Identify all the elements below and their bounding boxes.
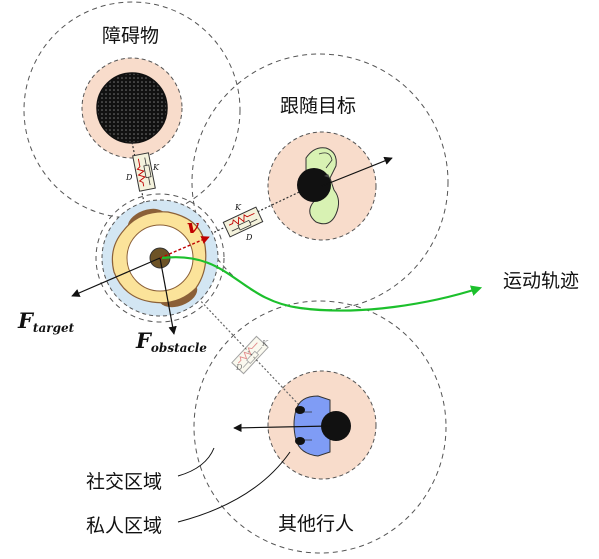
personal-zone-leader [177,451,291,523]
spring-k-label-obstacle: K [152,163,160,172]
obstacle-social-zone [23,1,241,219]
obstacle-force-label: Fobstacle [135,328,207,355]
target-heading-arrow [321,156,393,187]
spring-damper-pedestrian [231,335,269,375]
velocity-label: v [187,214,199,238]
spring-k-label-target: K [234,203,242,212]
social-zone-label: 社交区域 [86,471,162,493]
target-force-arrow [71,257,161,297]
spring-d-label-obstacle: D [125,173,133,182]
social-zone-leader [177,447,215,477]
target-force-label: Ftarget [17,308,75,335]
other-pedestrian-label: 其他行人 [278,513,354,535]
obstacle-body [96,72,168,144]
pedestrian-heading-arrow [233,423,331,433]
robot-social-zone [95,193,225,323]
spring-d-label-target: D [245,233,253,242]
personal-zone-label: 私人区域 [86,515,162,537]
motion-trajectory-label: 运动轨迹 [503,270,579,292]
spring-damper-obstacle [132,152,156,192]
spring-d-label-pedestrian: D [235,363,243,372]
motion-trajectory [161,256,483,312]
obstacle-force-arrow [159,257,177,335]
spring-k-label-pedestrian: K [261,339,269,348]
pedestrian-social-zone [193,300,447,554]
follow-target-label: 跟随目标 [280,95,356,117]
spring-damper-target [222,206,264,238]
obstacle-label: 障碍物 [102,25,159,47]
velocity-arrow [159,236,210,259]
